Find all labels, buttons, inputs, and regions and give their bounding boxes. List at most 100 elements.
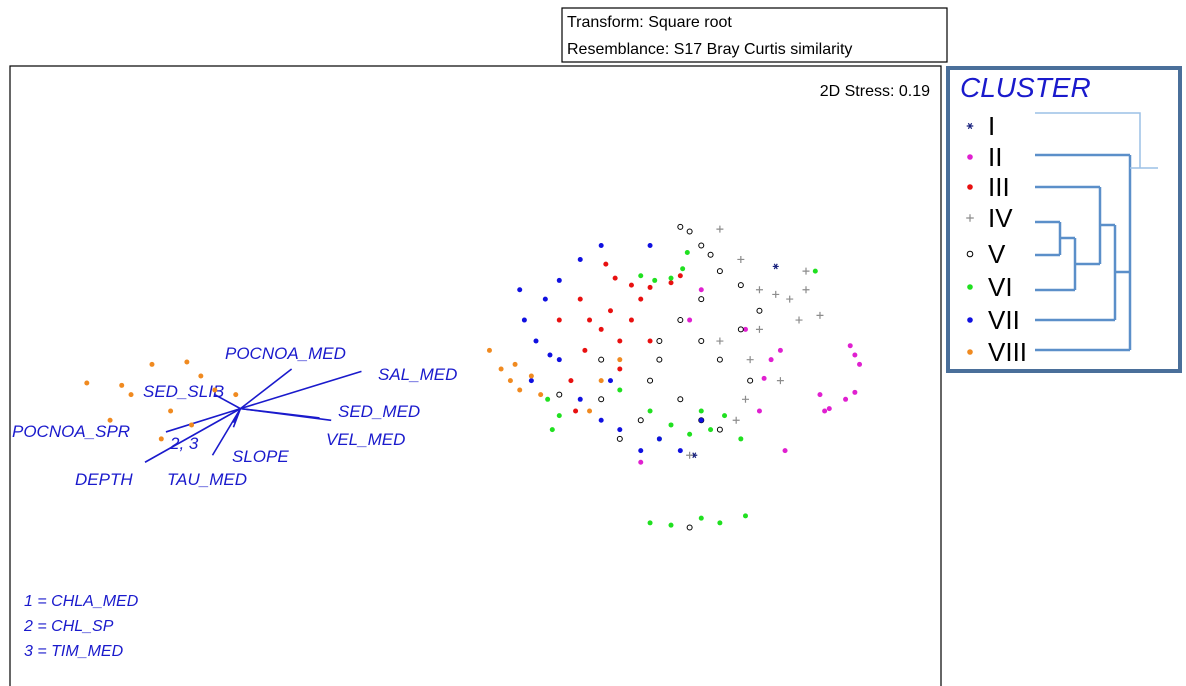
point: [722, 413, 728, 419]
dendrogram-branch: [1035, 112, 1158, 169]
point: [686, 524, 693, 531]
point: [528, 373, 534, 379]
point: [577, 396, 583, 402]
point: [698, 338, 705, 345]
point: [677, 223, 684, 230]
header-line: Transform: Square root: [567, 14, 732, 31]
point: [755, 325, 763, 333]
point: [198, 373, 204, 379]
dendrogram: [1035, 112, 1158, 352]
point: [556, 317, 562, 323]
vector: [240, 370, 362, 410]
point: [607, 378, 613, 384]
stress-label: 2D Stress: 0.19: [820, 83, 930, 100]
point: [647, 242, 653, 248]
point: [716, 225, 724, 233]
point: [149, 361, 155, 367]
point: [512, 361, 518, 367]
point: [168, 408, 174, 414]
key-entry: 3 = TIM_MED: [24, 643, 124, 660]
point: [638, 296, 644, 302]
point: [737, 282, 744, 289]
point: [628, 282, 634, 288]
legend-marker: [966, 250, 974, 258]
point: [717, 520, 723, 526]
point: [612, 275, 618, 281]
point: [742, 513, 748, 519]
point: [582, 347, 588, 353]
legend-label: V: [988, 239, 1006, 269]
point: [549, 427, 555, 433]
point: [158, 436, 164, 442]
point: [647, 520, 653, 526]
point: [687, 431, 693, 437]
point: [647, 284, 653, 290]
point: [577, 296, 583, 302]
point: [768, 357, 774, 363]
point: [542, 296, 548, 302]
point: [598, 356, 605, 363]
point: [822, 408, 828, 414]
point: [556, 277, 562, 283]
point: [668, 422, 674, 428]
point: [128, 392, 134, 398]
point: [732, 416, 740, 424]
point: [857, 361, 863, 367]
point: [677, 448, 683, 454]
point: [746, 356, 754, 364]
point: [647, 377, 654, 384]
point: [638, 459, 644, 465]
point: [737, 326, 744, 333]
point: [698, 417, 704, 423]
vector: [211, 408, 242, 456]
legend-label: I: [988, 111, 995, 141]
vector: [165, 407, 241, 433]
point: [573, 408, 579, 414]
point: [486, 347, 492, 353]
point: [698, 515, 704, 521]
point: [716, 337, 724, 345]
point: [668, 522, 674, 528]
point: [656, 338, 663, 345]
vector-label: SAL_MED: [378, 365, 457, 384]
legend-label: III: [988, 172, 1010, 202]
point: [802, 286, 810, 294]
point: [616, 435, 623, 442]
vector-label: VEL_MED: [326, 430, 405, 449]
point: [647, 408, 653, 414]
legend-label: VIII: [988, 337, 1027, 367]
point: [556, 413, 562, 419]
point: [786, 295, 794, 303]
vector-label: SED_MED: [338, 402, 420, 421]
point: [755, 286, 763, 294]
point: [677, 273, 683, 279]
point: [233, 392, 239, 398]
point: [761, 375, 767, 381]
vector-label: POCNOA_MED: [225, 344, 346, 363]
point: [617, 387, 623, 393]
dendrogram-branch: [1035, 153, 1132, 352]
legend-marker: [967, 154, 973, 160]
legend-label: II: [988, 142, 1002, 172]
key-entry: 1 = CHLA_MED: [24, 593, 139, 610]
point: [538, 392, 544, 398]
vector-label: SLOPE: [232, 447, 289, 466]
point: [776, 377, 784, 385]
point: [638, 448, 644, 454]
point: [598, 326, 604, 332]
point: [777, 347, 783, 353]
point: [847, 343, 853, 349]
point: [708, 427, 714, 433]
point: [656, 356, 663, 363]
point: [668, 280, 674, 286]
point: [107, 417, 113, 423]
point: [698, 296, 705, 303]
legend-marker: [967, 284, 973, 290]
point: [812, 268, 818, 274]
vector-label: SED_SLIB: [143, 382, 224, 401]
point: [598, 378, 604, 384]
point: [637, 417, 644, 424]
vectors: [144, 368, 362, 463]
point: [647, 338, 653, 344]
